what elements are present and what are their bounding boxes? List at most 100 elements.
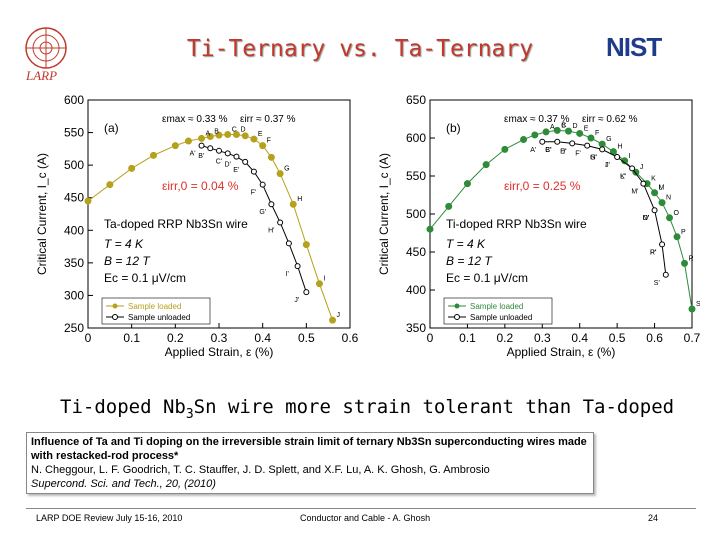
c1-data-point-loaded (688, 305, 696, 313)
c0-x-axis-label: Applied Strain, ε (%) (165, 345, 274, 359)
c0-point-label: D (240, 127, 245, 134)
c1-data-point-unloaded (651, 207, 658, 214)
c0-legend-marker-unloaded (112, 314, 118, 320)
c0-data-point-loaded (329, 316, 337, 324)
c0-point-label: I (323, 276, 325, 283)
c0-data-point-loaded (171, 142, 179, 150)
c1-data-point-loaded (598, 140, 606, 148)
c1-point-label: B (561, 122, 566, 129)
larp-logo-text: LARP (26, 68, 58, 83)
c1-annotation-wire: Ti-doped RRP Nb3Sn wire (446, 217, 587, 231)
c0-point-label: C (232, 127, 237, 134)
c0-point-label: G' (259, 209, 266, 216)
c1-legend-marker-loaded (454, 303, 460, 309)
c0-data-point-loaded (206, 132, 214, 140)
c1-point-label: L' (620, 173, 625, 180)
c1-data-point-unloaded (640, 180, 647, 187)
c1-legend-label-loaded: Sample loaded (470, 302, 523, 311)
c0-point-label: F (267, 138, 271, 145)
c0-data-point-unloaded (207, 145, 214, 152)
c1-data-point-loaded (531, 131, 539, 139)
c1-plot-frame (429, 99, 693, 329)
c0-point-label: E' (233, 167, 239, 174)
c1-data-point-loaded (587, 134, 595, 142)
c0-y-tick-label: 250 (64, 321, 84, 335)
c0-y-tick-label: 300 (64, 288, 84, 302)
reference-journal: Supercond. Sci. and Tech., 20, (2010) (31, 478, 216, 490)
c0-point-label: J' (294, 297, 299, 304)
c1-point-label: D (572, 123, 577, 130)
page-number: 24 (648, 513, 659, 523)
c0-annotation-emax: εmax ≈ 0.33 % (162, 114, 228, 125)
headline-pre: Ti-doped Nb (60, 396, 186, 418)
c1-y-tick-label: 550 (406, 169, 426, 183)
c0-legend-box (101, 297, 211, 325)
c1-legend-marker-unloaded (454, 314, 460, 320)
headline-sub: 3 (185, 406, 194, 422)
c1-y-tick-label: 350 (406, 321, 426, 335)
c0-x-tick-label: 0.2 (167, 331, 184, 345)
c1-data-point-unloaded (614, 154, 621, 160)
c0-data-point-unloaded (303, 289, 310, 296)
c1-point-label: C' (545, 147, 551, 154)
c0-y-tick-label: 350 (64, 256, 84, 270)
c0-point-label: D' (224, 162, 230, 169)
c1-annotation-temperature: T = 4 K (446, 237, 486, 251)
c1-x-axis-label: Applied Strain, ε (%) (507, 345, 616, 359)
c1-data-point-unloaded (569, 140, 576, 147)
c0-data-point-loaded (241, 132, 249, 140)
c1-data-point-loaded (426, 225, 434, 233)
c0-data-point-loaded (84, 197, 92, 205)
c1-data-point-unloaded (662, 271, 669, 278)
c0-annotation-eirr: εirr ≈ 0.37 % (240, 114, 296, 125)
c0-annotation-temperature: T = 4 K (104, 237, 144, 251)
c0-data-point-loaded (106, 181, 114, 189)
c1-point-label: M' (631, 189, 638, 196)
c1-point-label: D' (560, 148, 566, 155)
c1-point-label: K' (620, 173, 626, 180)
c1-point-label: A (550, 124, 555, 131)
c1-point-label: J (640, 164, 644, 171)
c0-point-label: E (258, 131, 263, 138)
c1-point-label: P (681, 229, 686, 236)
reference-box: Influence of Ta and Ti doping on the irr… (26, 432, 594, 494)
c1-point-label: M (659, 185, 665, 192)
c1-point-label: A' (530, 147, 536, 154)
c1-x-tick-label: 0.5 (609, 331, 626, 345)
c0-data-point-loaded (267, 153, 275, 161)
c0-data-point-unloaded (294, 263, 301, 270)
c1-x-tick-label: 0 (427, 331, 434, 345)
c0-point-label: H' (268, 227, 274, 234)
c1-data-point-loaded (681, 259, 689, 267)
c0-y-axis-label: Critical Current, I_c (A) (35, 153, 49, 275)
c1-point-label: E' (560, 148, 566, 155)
c0-point-label: B' (198, 153, 204, 160)
c1-series-line-unloaded (542, 141, 667, 275)
c1-annotation-emax: εmax ≈ 0.37 % (504, 114, 570, 125)
c0-x-tick-label: 0.3 (211, 331, 228, 345)
c0-x-tick-label: 0.4 (254, 331, 271, 345)
c0-data-point-loaded (184, 137, 192, 145)
reference-authors: N. Cheggour, L. F. Goodrich, T. C. Stauf… (31, 464, 490, 476)
c0-point-label: I' (286, 271, 289, 278)
c1-annotation-field: B = 12 T (446, 254, 493, 268)
nist-logo: NIST (606, 32, 662, 62)
c0-point-label: F' (251, 190, 257, 197)
c0-annotation-field: B = 12 T (104, 254, 151, 268)
c1-point-label: I' (605, 162, 608, 169)
c0-point-label: J (337, 312, 341, 319)
c1-point-label: S' (654, 280, 660, 287)
c1-point-label: R' (650, 249, 656, 256)
larp-logo (25, 27, 67, 69)
c0-data-point-loaded (276, 170, 284, 178)
c0-legend-label-loaded: Sample loaded (128, 302, 181, 311)
c1-data-point-loaded (445, 202, 453, 210)
c1-point-label: O' (643, 215, 650, 222)
c0-y-tick-label: 500 (64, 158, 84, 172)
c0-data-point-loaded (315, 280, 323, 288)
slide-title: Ti-Ternary vs. Ta-Ternary (186, 36, 534, 62)
c0-y-tick-label: 400 (64, 223, 84, 237)
c0-data-point-unloaded (216, 147, 222, 154)
c0-data-point-unloaded (224, 150, 231, 157)
footer-author: Conductor and Cable - A. Ghosh (300, 513, 431, 523)
